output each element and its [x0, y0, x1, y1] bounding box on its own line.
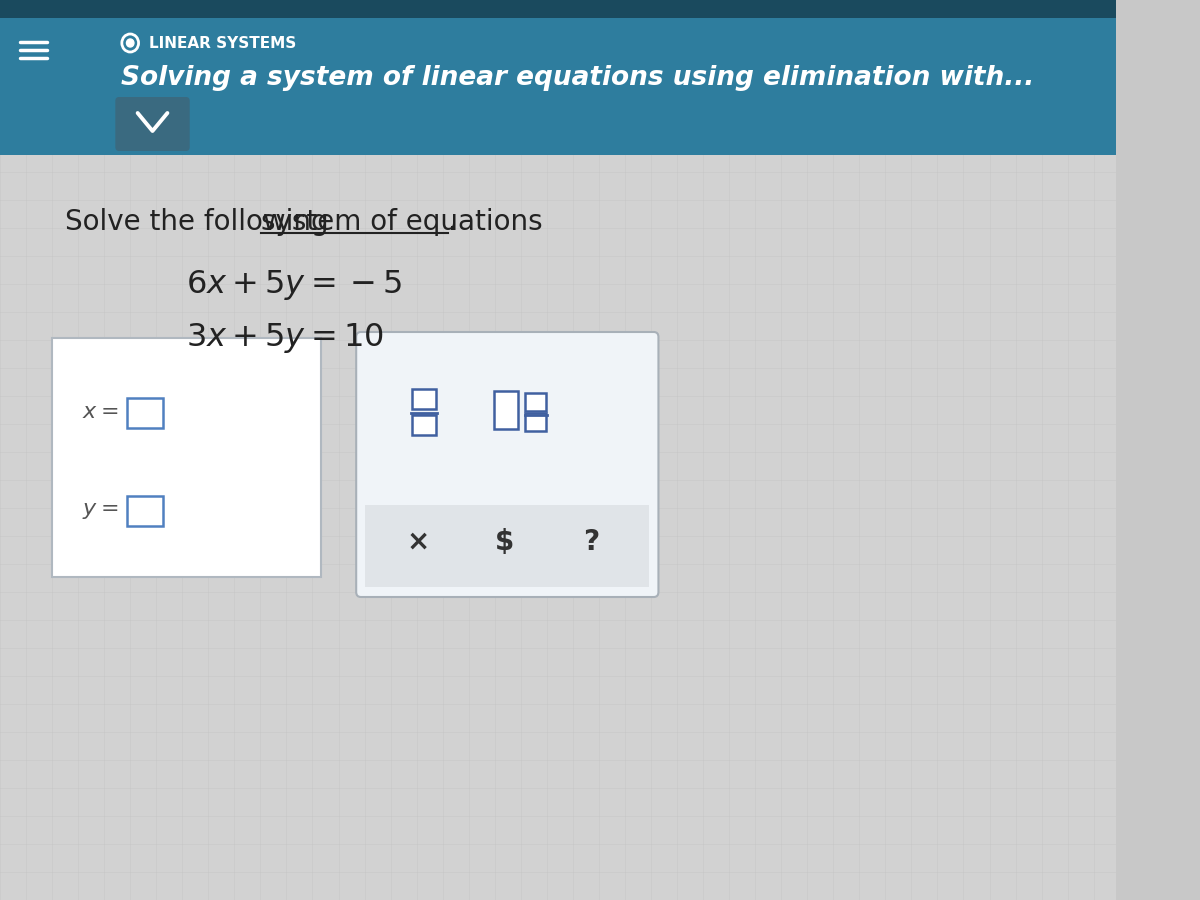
Text: $3x+5y=10$: $3x+5y=10$: [186, 321, 384, 355]
Text: $6x+5y=-5$: $6x+5y=-5$: [186, 268, 402, 302]
Bar: [0, 0, 1116, 155]
Bar: [526, 393, 546, 411]
Bar: [494, 391, 518, 429]
Text: LINEAR SYSTEMS: LINEAR SYSTEMS: [149, 35, 296, 50]
Text: .: .: [448, 208, 457, 236]
Text: ?: ?: [583, 528, 600, 556]
Bar: [412, 389, 436, 409]
Bar: [0, 0, 1116, 18]
FancyBboxPatch shape: [127, 496, 163, 526]
Bar: [526, 413, 546, 431]
FancyBboxPatch shape: [52, 338, 320, 577]
Text: $y = $: $y = $: [82, 499, 118, 521]
Bar: [366, 505, 649, 587]
FancyBboxPatch shape: [115, 97, 190, 151]
Text: system of equations: system of equations: [262, 208, 542, 236]
FancyBboxPatch shape: [356, 332, 659, 597]
Circle shape: [126, 39, 134, 47]
Bar: [412, 415, 436, 435]
Text: $: $: [496, 528, 515, 556]
Text: Solving a system of linear equations using elimination with...: Solving a system of linear equations usi…: [121, 65, 1034, 91]
Bar: [0, 140, 1116, 900]
Text: Solve the following: Solve the following: [65, 208, 337, 236]
Text: $x = $: $x = $: [82, 401, 118, 423]
FancyBboxPatch shape: [127, 398, 163, 428]
Text: ×: ×: [407, 528, 430, 556]
